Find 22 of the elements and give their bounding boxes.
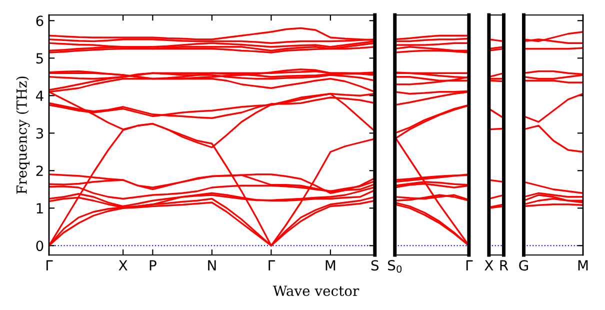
x-tick-label: Γ [46, 260, 53, 270]
x-tick-label: P [150, 260, 156, 270]
x-tick-label: X [118, 260, 128, 270]
x-tick-label: M [326, 260, 336, 270]
y-tick-label: 4 [36, 90, 44, 101]
x-tick-label: Γ [268, 260, 275, 270]
x-tick-label: N [208, 260, 216, 270]
y-tick-label: 5 [36, 53, 43, 64]
x-axis-title: Wave vector [272, 286, 360, 296]
y-tick-label: 0 [36, 240, 44, 252]
y-tick-label: 3 [36, 128, 44, 139]
x-tick-label: Γ [466, 260, 473, 270]
x-tick-label: X [484, 260, 494, 270]
x-tick-label: R [500, 260, 508, 270]
y-tick-label: 1 [36, 203, 43, 214]
x-tick-label: G [519, 260, 528, 271]
x-tick-label: S [371, 260, 379, 271]
x-tick-label: M [578, 260, 588, 270]
y-tick-label: 2 [36, 166, 43, 176]
y-tick-label: 6 [36, 16, 44, 26]
x-tick-label: S$_{0}$ [388, 260, 402, 273]
y-axis-title: Frequency (THz) [16, 76, 30, 194]
